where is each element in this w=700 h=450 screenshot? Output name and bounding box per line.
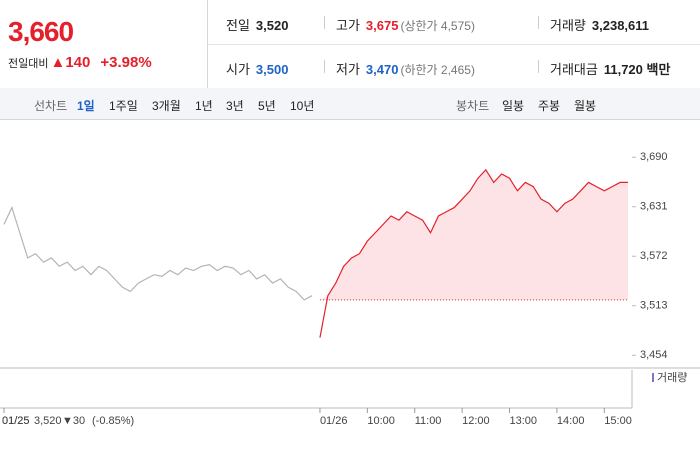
stat-value: 3,675 — [365, 18, 399, 33]
stat-value: 11,720 백만 — [603, 62, 671, 77]
stat-label: 고가 — [336, 18, 360, 33]
tab[interactable]: 5년 — [258, 99, 276, 113]
stat-value: 3,238,611 — [591, 18, 650, 33]
stat-note: (상한가 4,575) — [400, 19, 475, 33]
separator — [538, 60, 539, 73]
footer-close: 3,520 — [34, 415, 62, 427]
stat: 전일 3,520 — [226, 15, 288, 34]
volume-legend: 거래량 — [657, 371, 687, 384]
chart: 3,690 3,631 3,572 3,513 3,454 01/25 01/26 10:00… — [0, 151, 700, 427]
tab-label: 선차트 — [34, 99, 68, 113]
tab[interactable]: 1주일 — [109, 99, 138, 113]
price: 3,660 — [8, 16, 74, 47]
area-fill — [319, 169, 628, 300]
y-tick-label: 3,454 — [640, 349, 668, 361]
change: 전일대비 ▲140 +3.98% — [8, 54, 152, 71]
change-rate: +3.98% — [100, 54, 152, 71]
x-tick-label: 01/26 — [320, 415, 348, 427]
tab[interactable]: 주봉 — [538, 99, 561, 113]
footer-rate: (-0.85%) — [92, 415, 134, 427]
stat: 거래대금 11,720 백만 — [550, 59, 670, 78]
y-tick-label: 3,572 — [640, 250, 668, 262]
header: 3,660 전일대비 ▲140 +3.98% 전일 3,520 고가 3,675 (상한가 … — [0, 0, 700, 89]
stat-value: 3,470 — [365, 62, 399, 77]
x-tick-label: 01/25 — [2, 415, 30, 427]
stat-label: 저가 — [336, 62, 360, 77]
x-tick-label: 15:00 — [604, 415, 632, 427]
tab[interactable]: 1일 — [77, 99, 95, 113]
tab[interactable]: 일봉 — [502, 99, 525, 113]
stat: 저가 3,470 (하한가 2,465) — [336, 59, 475, 78]
separator — [324, 60, 325, 73]
tab[interactable]: 3개월 — [152, 99, 181, 113]
price-line — [3, 205, 313, 301]
stat-label: 거래량 — [550, 18, 586, 33]
stat-note: (하한가 2,465) — [400, 63, 475, 77]
stat-label: 전일 — [226, 18, 250, 33]
change-value: ▲140 — [50, 54, 91, 71]
stat: 고가 3,675 (상한가 4,575) — [336, 15, 475, 34]
x-tick-label: 13:00 — [510, 415, 538, 427]
y-tick-label: 3,513 — [640, 300, 668, 312]
x-tick-label: 12:00 — [462, 415, 490, 427]
x-tick-label: 10:00 — [367, 415, 395, 427]
change-label: 전일대비 — [8, 58, 49, 70]
stat-value: 3,500 — [255, 62, 289, 77]
stat-label: 시가 — [226, 62, 250, 77]
stats-row: 전일 3,520 고가 3,675 (상한가 4,575) 거래량 3,238,611 — [208, 0, 700, 45]
stat-label: 거래대금 — [550, 62, 598, 77]
tab[interactable]: 1년 — [195, 99, 213, 113]
price-box: 3,660 전일대비 ▲140 +3.98% — [0, 0, 208, 88]
tab-bar: 선차트 1일 1주일 3개월 1년 3년 5년 10년 봉차트 일봉 주봉 월봉 — [0, 88, 700, 120]
tab[interactable]: 월봉 — [574, 99, 597, 113]
stat: 시가 3,500 — [226, 59, 288, 78]
footer-change: ▼30 — [62, 415, 85, 427]
x-tick-label: 11:00 — [415, 415, 442, 427]
y-tick-label: 3,631 — [640, 201, 668, 213]
stat: 거래량 3,238,611 — [550, 15, 649, 34]
x-tick-label: 14:00 — [557, 415, 585, 427]
separator — [324, 16, 325, 29]
volume-legend-swatch — [652, 373, 654, 382]
stats-row: 시가 3,500 저가 3,470 (하한가 2,465) 거래대금 11,720 백만 — [208, 44, 700, 88]
tab-label: 봉차트 — [456, 99, 490, 113]
price-line — [319, 168, 628, 338]
y-tick-label: 3,690 — [640, 151, 668, 163]
footer-date: 01/25 — [2, 415, 30, 427]
tab[interactable]: 3년 — [226, 99, 244, 113]
separator — [538, 16, 539, 29]
stat-value: 3,520 — [255, 18, 289, 33]
tab[interactable]: 10년 — [290, 99, 315, 113]
